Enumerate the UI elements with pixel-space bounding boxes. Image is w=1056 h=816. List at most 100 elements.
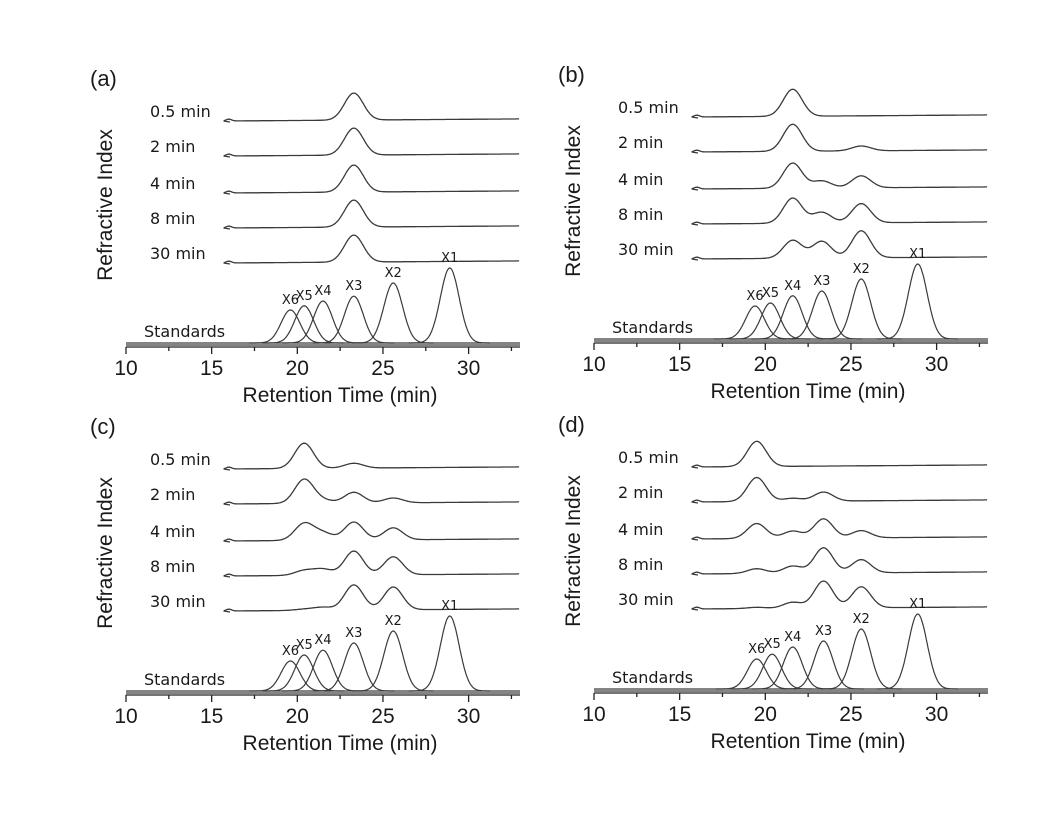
peak-label: X3	[345, 626, 362, 641]
panel-letter: (d)	[558, 412, 585, 437]
trace-label: 30 min	[618, 240, 674, 259]
trace-label: 2 min	[150, 137, 195, 156]
trace-line	[691, 476, 988, 504]
peak-label: X1	[441, 251, 458, 266]
panel-letter: (c)	[90, 414, 116, 439]
peak-label: X5	[762, 286, 779, 301]
trace-label: 8 min	[150, 209, 195, 228]
standard-peak	[249, 660, 331, 692]
standards-label: Standards	[612, 668, 693, 687]
x-tick-label: 15	[668, 353, 691, 376]
x-tick-label: 10	[582, 703, 605, 726]
trace-label: 8 min	[618, 205, 663, 224]
trace-line	[691, 440, 988, 469]
peak-label: X2	[385, 614, 402, 629]
trace-line	[691, 580, 988, 611]
trace-label: 2 min	[618, 483, 663, 502]
trace-label: 8 min	[618, 555, 663, 574]
peak-label: X4	[314, 284, 331, 299]
peak-label: X6	[282, 644, 299, 659]
trace-line	[223, 164, 520, 195]
peak-label: X3	[813, 274, 830, 289]
peak-label: X4	[784, 279, 801, 294]
peak-label: X1	[909, 247, 926, 262]
peak-label: X6	[282, 293, 299, 308]
standards-label: Standards	[144, 322, 225, 341]
trace-label: 0.5 min	[150, 102, 211, 121]
peak-label: X6	[748, 642, 765, 657]
trace-label: 4 min	[150, 522, 195, 541]
standards-label: Standards	[612, 318, 693, 337]
trace-line	[223, 127, 520, 158]
peak-label: X2	[853, 612, 870, 627]
standard-peak	[249, 309, 331, 344]
standard-peak	[876, 263, 958, 340]
x-tick-label: 15	[668, 703, 691, 726]
peak-label: X5	[296, 638, 313, 653]
trace-line	[691, 162, 988, 191]
x-tick-label: 30	[457, 357, 480, 380]
standard-peak	[876, 613, 958, 690]
x-tick-label: 10	[582, 353, 605, 376]
peak-label: X6	[746, 289, 763, 304]
peak-label: X3	[815, 624, 832, 639]
panel-letter: (b)	[558, 62, 585, 87]
peak-label: X2	[385, 266, 402, 281]
y-axis-title: Refractive Index	[94, 477, 117, 629]
peak-label: X5	[764, 637, 781, 652]
trace-line	[691, 230, 988, 261]
peak-label: X4	[314, 633, 331, 648]
peak-label: X4	[784, 630, 801, 645]
trace-label: 30 min	[618, 590, 674, 609]
x-tick-label: 15	[200, 705, 223, 728]
trace-line	[223, 234, 520, 265]
x-tick-label: 10	[114, 357, 137, 380]
y-axis-title: Refractive Index	[562, 475, 585, 627]
x-tick-label: 20	[754, 353, 777, 376]
peak-label: X5	[296, 289, 313, 304]
x-axis-title: Retention Time (min)	[711, 380, 906, 403]
x-axis-title: Retention Time (min)	[243, 732, 438, 755]
standard-peak	[352, 630, 434, 692]
x-tick-label: 30	[925, 353, 948, 376]
trace-line	[223, 199, 520, 230]
trace-label: 4 min	[618, 520, 663, 539]
x-axis-title: Retention Time (min)	[243, 384, 438, 407]
panel-letter: (a)	[90, 66, 117, 91]
peak-label: X2	[853, 262, 870, 277]
peak-label: X1	[441, 599, 458, 614]
standard-peak	[352, 282, 434, 344]
standard-peak	[729, 302, 811, 340]
standard-peak	[312, 295, 395, 344]
chart-panel-a: (a) Refractive Index 10 15 20 25 30 Retention T…	[90, 66, 520, 407]
standard-peak	[408, 615, 490, 692]
standard-peak	[312, 642, 395, 692]
x-tick-label: 20	[286, 705, 309, 728]
x-tick-label: 25	[839, 353, 862, 376]
trace-label: 0.5 min	[618, 448, 679, 467]
y-axis-title: Refractive Index	[94, 129, 117, 281]
trace-line	[691, 518, 988, 541]
trace-label: 30 min	[150, 592, 206, 611]
trace-label: 8 min	[150, 557, 195, 576]
x-axis-title: Retention Time (min)	[711, 730, 906, 753]
peak-label: X3	[345, 279, 362, 294]
x-tick-label: 25	[371, 705, 394, 728]
trace-line	[223, 550, 520, 578]
trace-line	[223, 521, 520, 543]
standards-label: Standards	[144, 670, 225, 689]
standard-peak	[780, 290, 863, 340]
standard-peak	[408, 267, 490, 344]
trace-label: 30 min	[150, 244, 206, 263]
standard-peak	[820, 278, 902, 340]
y-axis-title: Refractive Index	[562, 125, 585, 277]
standard-peak	[782, 640, 864, 690]
chart-panel-d: (d) Refractive Index 10 15 20 25 30 Retention T…	[558, 412, 988, 753]
standard-peak	[713, 305, 796, 340]
trace-line	[223, 92, 520, 123]
trace-line	[223, 442, 520, 471]
trace-line	[223, 584, 520, 613]
x-tick-label: 30	[457, 705, 480, 728]
x-tick-label: 15	[200, 357, 223, 380]
chart-panel-c: (c) Refractive Index 10 15 20 25 30 Retention T…	[90, 414, 520, 755]
